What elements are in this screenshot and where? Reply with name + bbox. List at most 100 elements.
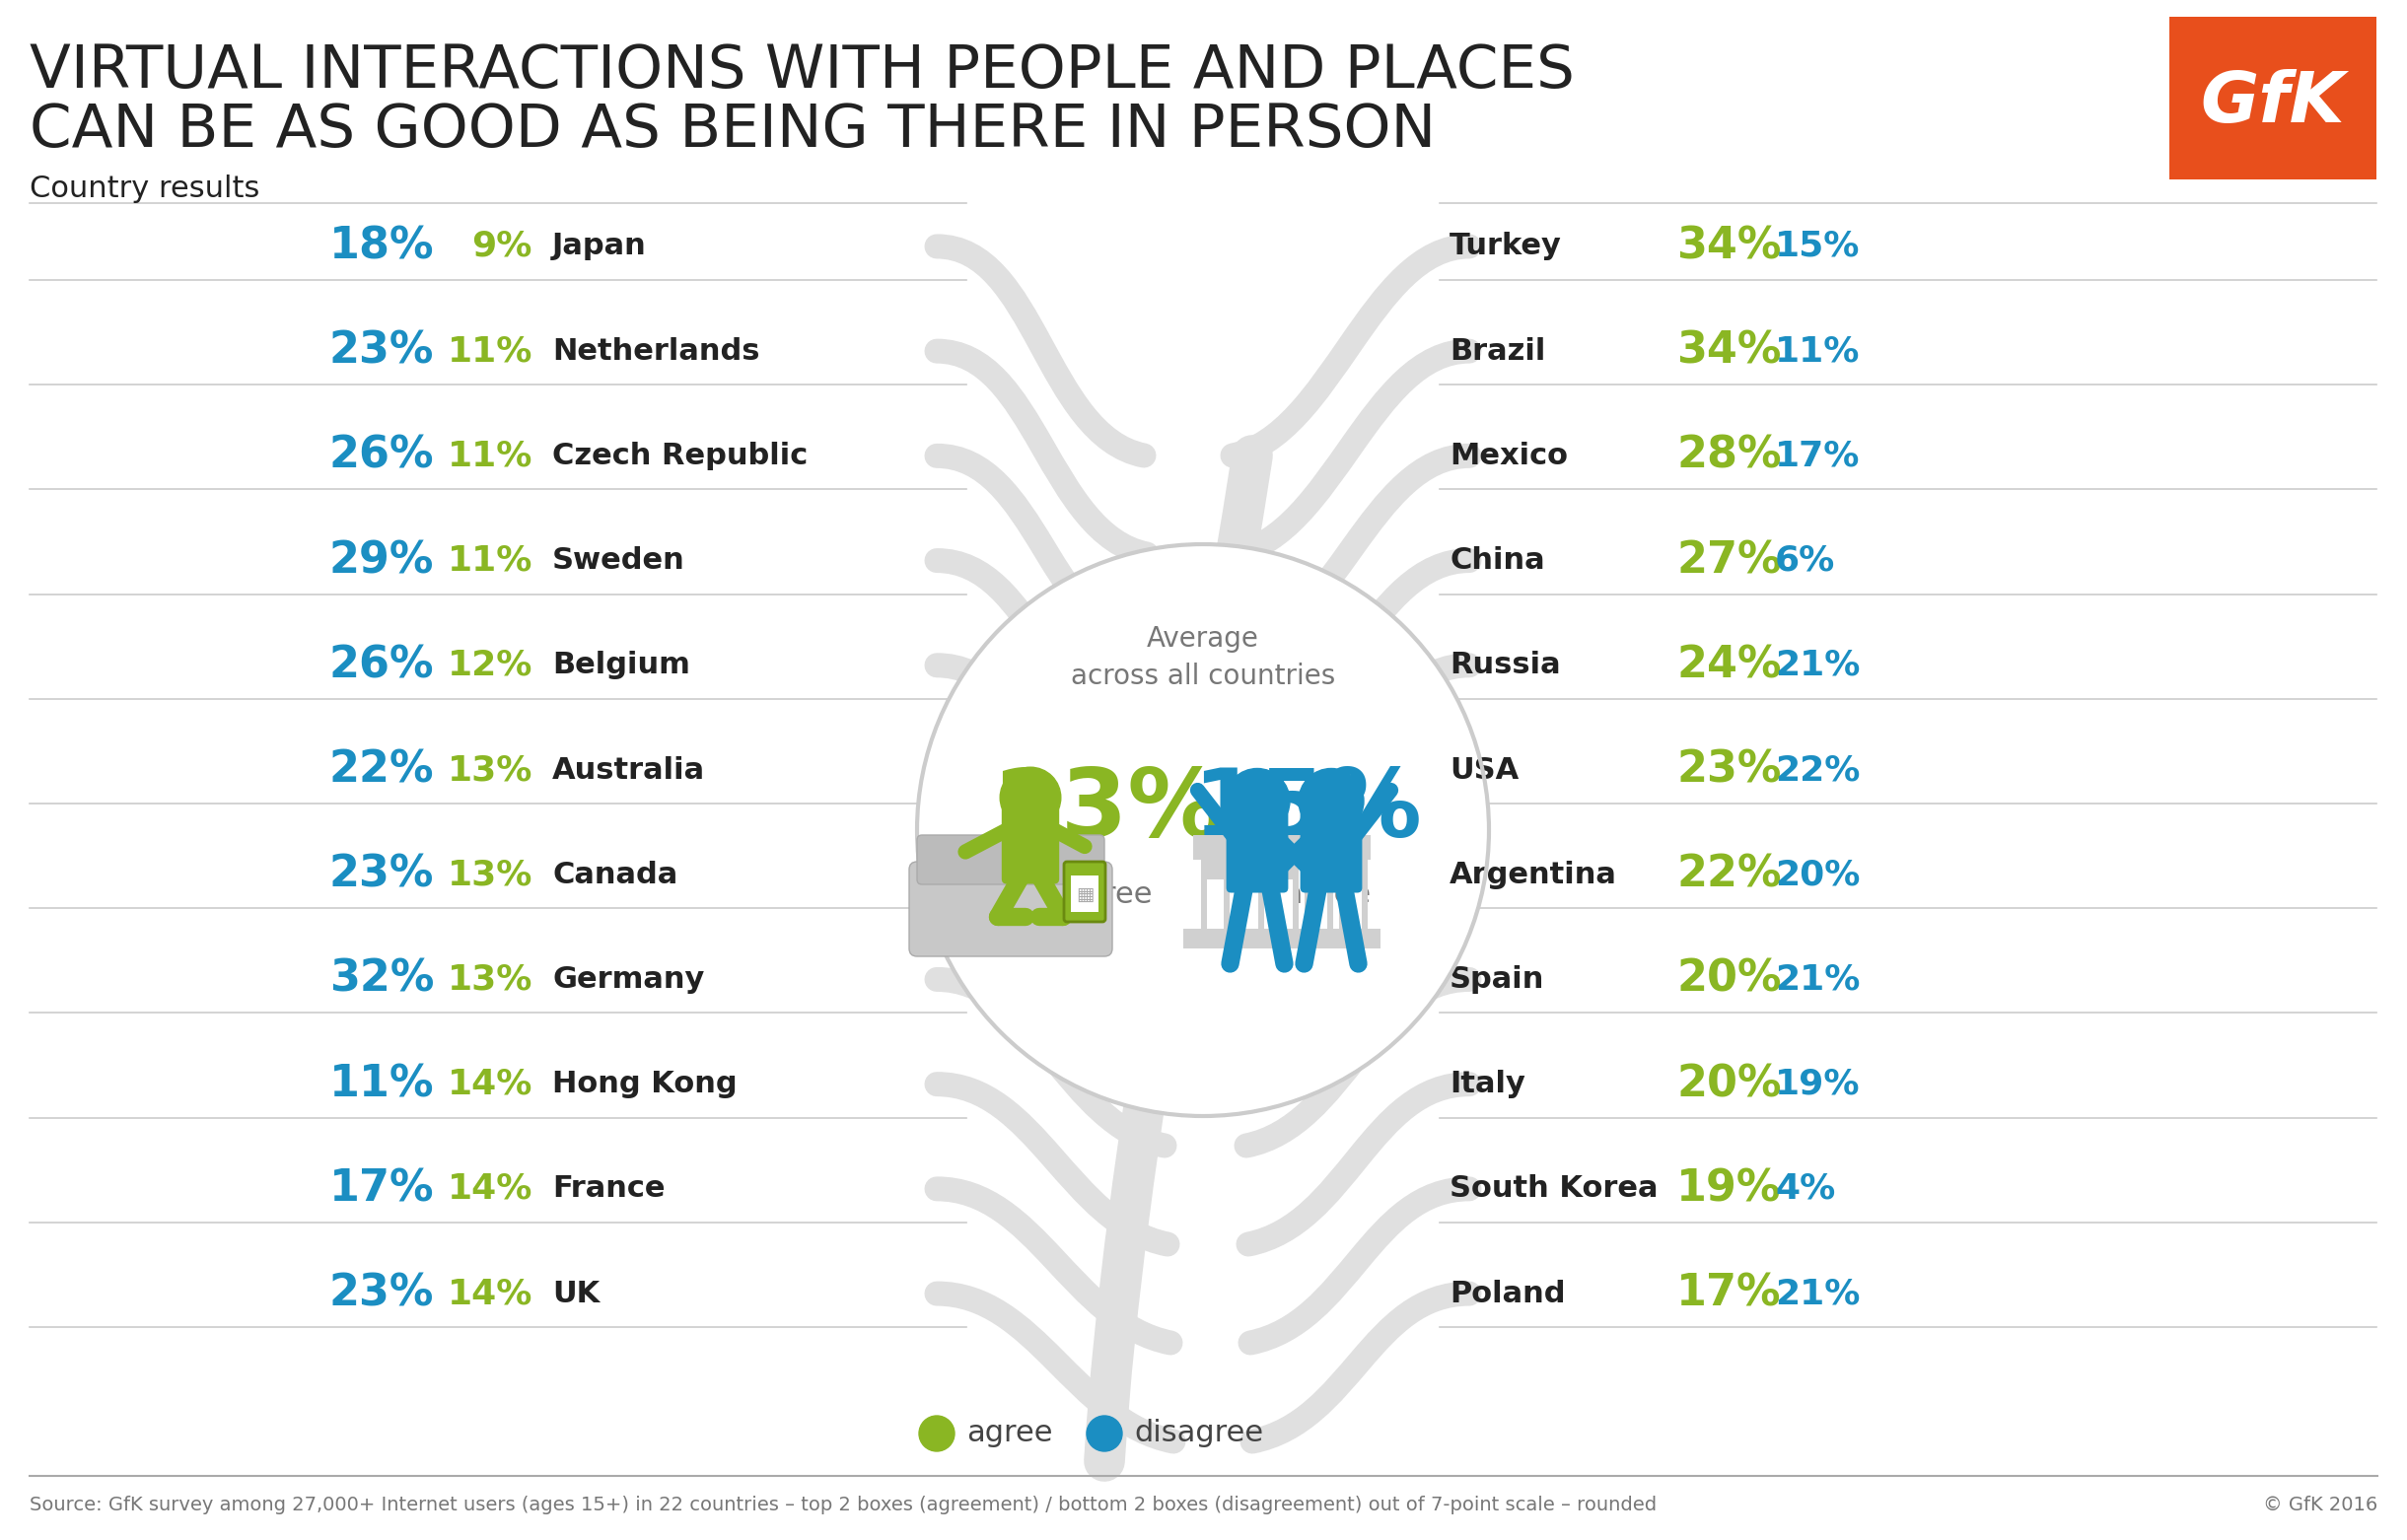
Text: Country results: Country results bbox=[29, 176, 260, 203]
Text: 29%: 29% bbox=[330, 539, 433, 582]
FancyBboxPatch shape bbox=[1225, 807, 1288, 893]
Text: Italy: Italy bbox=[1449, 1070, 1526, 1098]
Text: © GfK 2016: © GfK 2016 bbox=[2263, 1497, 2378, 1515]
Text: GfK: GfK bbox=[2200, 69, 2344, 137]
Circle shape bbox=[1225, 768, 1290, 833]
Text: 21%: 21% bbox=[1774, 648, 1861, 682]
Text: Average
across all countries: Average across all countries bbox=[1071, 625, 1336, 690]
FancyBboxPatch shape bbox=[1271, 858, 1300, 941]
Text: 13%: 13% bbox=[448, 962, 532, 996]
Text: Australia: Australia bbox=[551, 756, 705, 784]
Text: 23%: 23% bbox=[994, 764, 1225, 856]
Text: 27%: 27% bbox=[1675, 539, 1781, 582]
FancyBboxPatch shape bbox=[1206, 879, 1223, 933]
Text: ▦: ▦ bbox=[1076, 886, 1093, 904]
Text: 4%: 4% bbox=[1774, 1172, 1834, 1206]
Text: Mexico: Mexico bbox=[1449, 442, 1567, 470]
Text: VIRTUAL INTERACTIONS WITH PEOPLE AND PLACES: VIRTUAL INTERACTIONS WITH PEOPLE AND PLA… bbox=[29, 42, 1574, 100]
Text: 26%: 26% bbox=[330, 644, 433, 687]
FancyBboxPatch shape bbox=[1300, 807, 1362, 893]
Text: 20%: 20% bbox=[1675, 958, 1781, 1001]
Text: 18%: 18% bbox=[330, 225, 433, 268]
FancyBboxPatch shape bbox=[1242, 879, 1259, 933]
Text: Czech Republic: Czech Republic bbox=[551, 442, 809, 470]
Circle shape bbox=[919, 1415, 956, 1451]
Text: UK: UK bbox=[551, 1280, 599, 1307]
Text: agree: agree bbox=[965, 1420, 1052, 1448]
Text: 15%: 15% bbox=[1774, 229, 1861, 263]
Text: 13%: 13% bbox=[448, 858, 532, 892]
Text: 23%: 23% bbox=[330, 1272, 433, 1315]
Text: 11%: 11% bbox=[448, 544, 532, 578]
Text: 34%: 34% bbox=[1675, 225, 1781, 268]
Text: Russia: Russia bbox=[1449, 651, 1560, 679]
Text: Source: GfK survey among 27,000+ Internet users (ages 15+) in 22 countries – top: Source: GfK survey among 27,000+ Interne… bbox=[29, 1497, 1656, 1515]
Text: 22%: 22% bbox=[1774, 753, 1861, 787]
Text: 11%: 11% bbox=[448, 439, 532, 473]
Text: 17%: 17% bbox=[1774, 439, 1861, 473]
Text: 23%: 23% bbox=[1675, 748, 1781, 792]
FancyBboxPatch shape bbox=[917, 835, 1105, 884]
Text: 32%: 32% bbox=[330, 958, 433, 1001]
FancyBboxPatch shape bbox=[1064, 862, 1105, 922]
Text: Poland: Poland bbox=[1449, 1280, 1565, 1307]
Text: 12%: 12% bbox=[448, 648, 532, 682]
Text: South Korea: South Korea bbox=[1449, 1175, 1658, 1203]
Text: USA: USA bbox=[1449, 756, 1519, 784]
Text: 17%: 17% bbox=[1675, 1272, 1781, 1315]
FancyBboxPatch shape bbox=[1305, 858, 1333, 941]
Text: 21%: 21% bbox=[1774, 962, 1861, 996]
Text: 14%: 14% bbox=[448, 1172, 532, 1206]
Text: Hong Kong: Hong Kong bbox=[551, 1070, 737, 1098]
Text: 14%: 14% bbox=[448, 1277, 532, 1311]
FancyBboxPatch shape bbox=[1235, 858, 1264, 941]
Text: 11%: 11% bbox=[448, 334, 532, 368]
Text: 14%: 14% bbox=[448, 1067, 532, 1101]
Text: 17%: 17% bbox=[330, 1167, 433, 1210]
Text: Germany: Germany bbox=[551, 966, 705, 993]
Text: agree: agree bbox=[1066, 879, 1153, 909]
Text: Belgium: Belgium bbox=[551, 651, 691, 679]
Text: 21%: 21% bbox=[1774, 1277, 1861, 1311]
Text: disagree: disagree bbox=[1242, 879, 1372, 909]
Text: 24%: 24% bbox=[1675, 644, 1781, 687]
Text: 26%: 26% bbox=[330, 434, 433, 477]
Circle shape bbox=[1300, 768, 1365, 833]
FancyBboxPatch shape bbox=[1309, 879, 1326, 933]
FancyBboxPatch shape bbox=[1201, 858, 1230, 941]
Text: 22%: 22% bbox=[1675, 853, 1781, 896]
FancyBboxPatch shape bbox=[910, 862, 1112, 956]
Text: Brazil: Brazil bbox=[1449, 337, 1545, 365]
Text: 15%: 15% bbox=[1191, 764, 1423, 856]
Text: 11%: 11% bbox=[330, 1063, 433, 1106]
Text: 23%: 23% bbox=[330, 330, 433, 373]
FancyBboxPatch shape bbox=[2169, 17, 2376, 180]
Text: 13%: 13% bbox=[448, 753, 532, 787]
Text: Japan: Japan bbox=[551, 233, 647, 260]
Text: 9%: 9% bbox=[472, 229, 532, 263]
FancyBboxPatch shape bbox=[1346, 879, 1362, 933]
Text: 22%: 22% bbox=[330, 748, 433, 792]
Text: Sweden: Sweden bbox=[551, 547, 686, 574]
FancyBboxPatch shape bbox=[1001, 804, 1059, 884]
Text: Argentina: Argentina bbox=[1449, 861, 1618, 889]
Text: 23%: 23% bbox=[330, 853, 433, 896]
Text: Spain: Spain bbox=[1449, 966, 1545, 993]
Text: France: France bbox=[551, 1175, 664, 1203]
Text: 6%: 6% bbox=[1774, 544, 1834, 578]
Text: Netherlands: Netherlands bbox=[551, 337, 761, 365]
Text: 20%: 20% bbox=[1675, 1063, 1781, 1106]
Text: 28%: 28% bbox=[1675, 434, 1781, 477]
FancyBboxPatch shape bbox=[1071, 876, 1098, 912]
Text: 20%: 20% bbox=[1774, 858, 1861, 892]
FancyBboxPatch shape bbox=[1276, 879, 1293, 933]
Text: CAN BE AS GOOD AS BEING THERE IN PERSON: CAN BE AS GOOD AS BEING THERE IN PERSON bbox=[29, 102, 1437, 159]
Text: Turkey: Turkey bbox=[1449, 233, 1562, 260]
Text: disagree: disagree bbox=[1134, 1420, 1264, 1448]
FancyBboxPatch shape bbox=[1194, 835, 1370, 859]
Text: 34%: 34% bbox=[1675, 330, 1781, 373]
Text: 11%: 11% bbox=[1774, 334, 1861, 368]
Text: 19%: 19% bbox=[1675, 1167, 1781, 1210]
Text: 19%: 19% bbox=[1774, 1067, 1861, 1101]
Circle shape bbox=[1086, 1415, 1122, 1451]
